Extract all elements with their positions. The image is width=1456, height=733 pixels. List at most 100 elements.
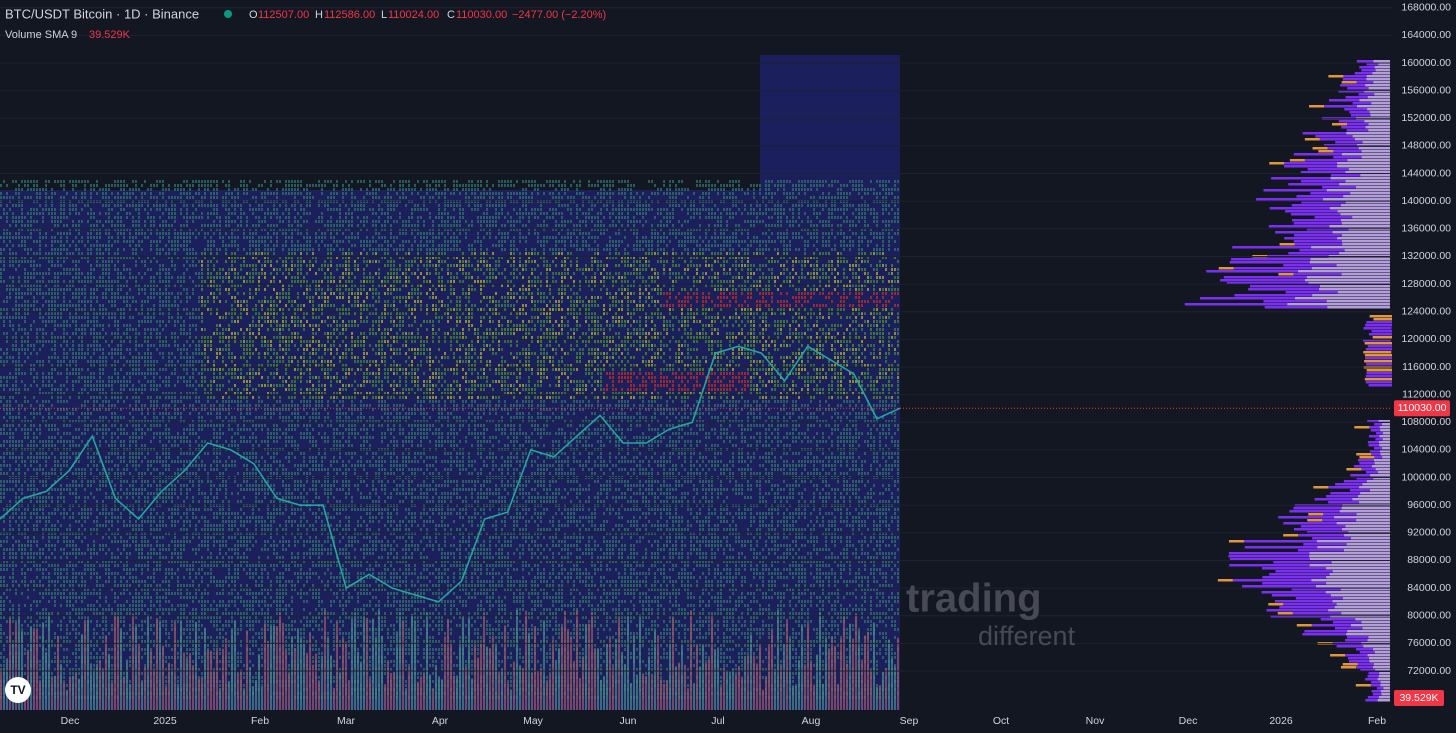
heat-cell [447,240,449,243]
heat-cell [291,184,293,187]
heat-cell [591,256,593,259]
heat-cell [381,208,383,211]
heat-cell [651,296,653,299]
heat-cell [339,264,341,267]
heat-cell [339,208,341,211]
heat-cell [798,204,800,207]
heat-cell [390,228,392,231]
heat-cell [792,196,794,199]
heat-cell [63,292,65,295]
heat-cell [525,212,527,215]
heat-cell [135,208,137,211]
heat-cell [9,256,11,259]
heat-cell [798,188,800,191]
heat-cell [756,268,758,271]
heat-cell [831,180,833,183]
heat-cell [354,296,356,299]
heat-cell [861,228,863,231]
heat-cell [843,260,845,263]
heat-cell [108,236,110,239]
heat-cell [540,280,542,283]
heat-cell [216,216,218,219]
heat-cell [420,208,422,211]
heat-cell [501,232,503,235]
heat-cell [165,224,167,227]
heat-cell [876,268,878,271]
heat-cell [552,192,554,195]
heat-cell [450,224,452,227]
heat-cell [75,236,77,239]
heat-cell [411,272,413,275]
heat-cell [276,296,278,299]
heat-cell [603,228,605,231]
heat-cell [78,252,80,255]
heat-cell [255,252,257,255]
heat-cell [579,184,581,187]
heat-cell [336,220,338,223]
heat-cell [225,244,227,247]
heat-cell [96,180,98,183]
heat-cell [6,184,8,187]
heat-cell [495,268,497,271]
heat-cell [246,280,248,283]
heat-cell [630,256,632,259]
heat-cell [693,240,695,243]
heat-cell [165,280,167,283]
heat-cell [813,184,815,187]
heat-cell [30,264,32,267]
heat-cell [366,292,368,295]
heat-cell [78,292,80,295]
heat-cell [840,296,842,299]
heat-cell [549,288,551,291]
heat-cell [438,192,440,195]
heat-cell [63,232,65,235]
heat-cell [321,220,323,223]
heat-cell [543,228,545,231]
heat-cell [573,284,575,287]
heat-cell [21,216,23,219]
heat-cell [63,256,65,259]
heat-cell [144,224,146,227]
heat-cell [165,220,167,223]
heat-cell [642,192,644,195]
heat-cell [6,192,8,195]
heat-cell [504,232,506,235]
heat-cell [729,192,731,195]
heat-cell [36,280,38,283]
heat-cell [735,240,737,243]
heat-cell [753,284,755,287]
heat-cell [48,300,50,303]
heat-cell [690,240,692,243]
heat-cell [120,188,122,191]
heat-cell [855,272,857,275]
heat-cell [504,224,506,227]
heat-cell [624,188,626,191]
heat-cell [249,288,251,291]
heat-cell [858,252,860,255]
heat-cell [243,248,245,251]
heat-cell [258,184,260,187]
heat-cell [345,252,347,255]
heat-cell [237,244,239,247]
heat-cell [324,236,326,239]
heat-cell [219,216,221,219]
heat-cell [813,244,815,247]
heat-cell [429,280,431,283]
heat-cell [768,236,770,239]
heat-cell [561,272,563,275]
heat-cell [327,204,329,207]
heat-cell [717,276,719,279]
heat-cell [504,296,506,299]
heat-cell [213,188,215,191]
heat-cell [384,212,386,215]
heat-cell [714,284,716,287]
heat-cell [72,280,74,283]
heat-cell [282,292,284,295]
heat-cell [195,236,197,239]
heat-cell [324,264,326,267]
heat-cell [591,280,593,283]
heat-cell [897,268,899,271]
heat-cell [684,232,686,235]
heat-cell [822,292,824,295]
heat-cell [483,188,485,191]
